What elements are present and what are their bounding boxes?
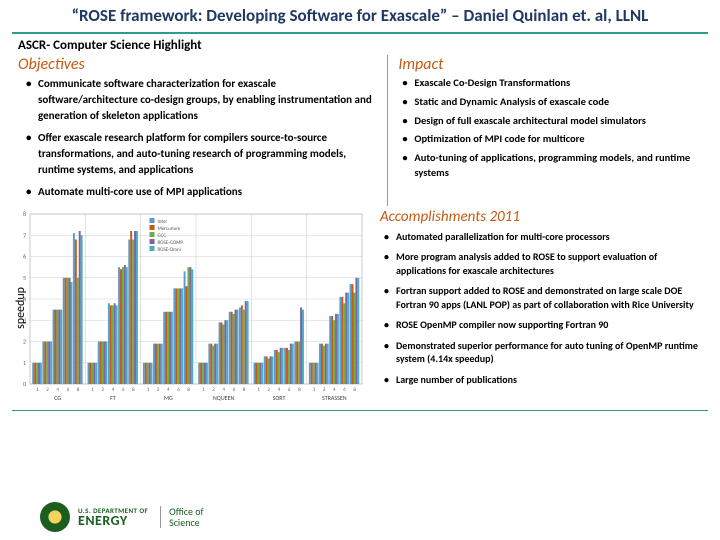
svg-text:2: 2 — [323, 387, 326, 393]
svg-text:MG: MG — [164, 394, 173, 402]
svg-text:2: 2 — [23, 337, 26, 345]
svg-text:NQUEEN: NQUEEN — [213, 394, 235, 402]
title-text: “ROSE framework: Developing Software for… — [30, 6, 690, 26]
svg-text:CG: CG — [54, 394, 61, 402]
svg-text:1: 1 — [23, 359, 26, 367]
svg-text:1: 1 — [36, 387, 39, 393]
svg-text:1: 1 — [147, 387, 150, 393]
svg-text:1: 1 — [91, 387, 94, 393]
svg-text:8: 8 — [298, 387, 301, 393]
objectives-item: Offer exascale research platform for com… — [28, 130, 373, 178]
svg-text:Mercurium: Mercurium — [158, 226, 181, 232]
svg-text:6: 6 — [288, 387, 291, 393]
svg-text:5: 5 — [23, 274, 26, 282]
svg-text:4: 4 — [56, 387, 59, 393]
accomplishments-item: ROSE OpenMP compiler now supporting Fort… — [386, 318, 708, 332]
divider-bottom — [12, 410, 708, 411]
svg-text:1: 1 — [313, 387, 316, 393]
accomplishments-item: Automated parallelization for multi-core… — [386, 230, 708, 244]
upper-columns: Objectives Communicate software characte… — [0, 55, 720, 206]
chart-svg: 01234567812468CG12468FT12468MG12468NQUEE… — [6, 208, 366, 408]
objectives-item: Communicate software characterization fo… — [28, 76, 373, 124]
accomplishments-item: Demonstrated superior performance for au… — [386, 339, 708, 366]
accomplishments-item: Fortran support added to ROSE and demons… — [386, 284, 708, 311]
svg-text:1: 1 — [202, 387, 205, 393]
impact-section: Impact Exascale Co-Design Transformation… — [387, 55, 702, 206]
svg-text:FT: FT — [110, 394, 116, 402]
svg-text:6: 6 — [343, 387, 346, 393]
office-label: Office of Science — [160, 506, 204, 528]
svg-text:8: 8 — [187, 387, 190, 393]
svg-text:2: 2 — [212, 387, 215, 393]
svg-text:STRASSEN: STRASSEN — [322, 394, 347, 402]
divider-top — [12, 32, 708, 34]
objectives-heading: Objectives — [18, 55, 373, 74]
svg-text:8: 8 — [132, 387, 135, 393]
accomplishments-list: Automated parallelization for multi-core… — [376, 230, 708, 387]
svg-text:4: 4 — [278, 387, 281, 393]
svg-text:6: 6 — [23, 252, 26, 260]
objectives-list: Communicate software characterization fo… — [18, 76, 373, 200]
svg-text:2: 2 — [46, 387, 49, 393]
svg-text:SORT: SORT — [273, 394, 286, 402]
svg-text:4: 4 — [333, 387, 336, 393]
svg-text:2: 2 — [157, 387, 160, 393]
objectives-item: Automate multi-core use of MPI applicati… — [28, 184, 373, 200]
accomplishments-heading: Accomplishments 2011 — [380, 208, 708, 226]
svg-text:6: 6 — [233, 387, 236, 393]
objectives-section: Objectives Communicate software characte… — [18, 55, 387, 206]
svg-text:4: 4 — [222, 387, 225, 393]
subtitle: ASCR- Computer Science Highlight — [18, 38, 720, 53]
slide-title: “ROSE framework: Developing Software for… — [0, 0, 720, 28]
energy-label: ENERGY — [78, 514, 148, 528]
svg-text:ROSE-GOMP: ROSE-GOMP — [158, 240, 184, 246]
speedup-chart: speedup 01234567812468CG12468FT12468MG12… — [6, 208, 366, 408]
doe-text: U.S. DEPARTMENT OF ENERGY — [78, 507, 148, 528]
svg-text:8: 8 — [23, 210, 26, 218]
svg-text:0: 0 — [23, 380, 26, 388]
svg-text:8: 8 — [353, 387, 356, 393]
footer-logo: U.S. DEPARTMENT OF ENERGY Office of Scie… — [40, 502, 204, 532]
impact-item: Auto-tuning of applications, programming… — [404, 151, 702, 180]
svg-text:1: 1 — [257, 387, 260, 393]
accomplishments-item: Large number of publications — [386, 373, 708, 387]
impact-item: Design of full exascale architectural mo… — [404, 114, 702, 129]
svg-text:4: 4 — [112, 387, 115, 393]
accomplishments-section: Accomplishments 2011 Automated paralleli… — [366, 208, 708, 408]
doe-seal-icon — [40, 502, 70, 532]
svg-text:6: 6 — [177, 387, 180, 393]
svg-text:7: 7 — [23, 231, 26, 239]
impact-item: Static and Dynamic Analysis of exascale … — [404, 95, 702, 110]
impact-item: Optimization of MPI code for multicore — [404, 132, 702, 147]
svg-text:6: 6 — [122, 387, 125, 393]
svg-text:ROSE-Omni: ROSE-Omni — [158, 247, 181, 253]
accomplishments-item: More program analysis added to ROSE to s… — [386, 250, 708, 277]
svg-text:8: 8 — [77, 387, 80, 393]
svg-text:8: 8 — [243, 387, 246, 393]
impact-heading: Impact — [398, 55, 702, 74]
impact-item: Exascale Co-Design Transformations — [404, 76, 702, 91]
svg-text:6: 6 — [67, 387, 70, 393]
svg-text:2: 2 — [102, 387, 105, 393]
impact-list: Exascale Co-Design Transformations Static… — [394, 76, 702, 180]
lower-row: speedup 01234567812468CG12468FT12468MG12… — [0, 208, 720, 408]
svg-text:Intel: Intel — [158, 219, 167, 225]
svg-text:GCC: GCC — [158, 233, 167, 239]
chart-ylabel: speedup — [14, 287, 28, 329]
svg-text:2: 2 — [268, 387, 271, 393]
svg-text:4: 4 — [167, 387, 170, 393]
